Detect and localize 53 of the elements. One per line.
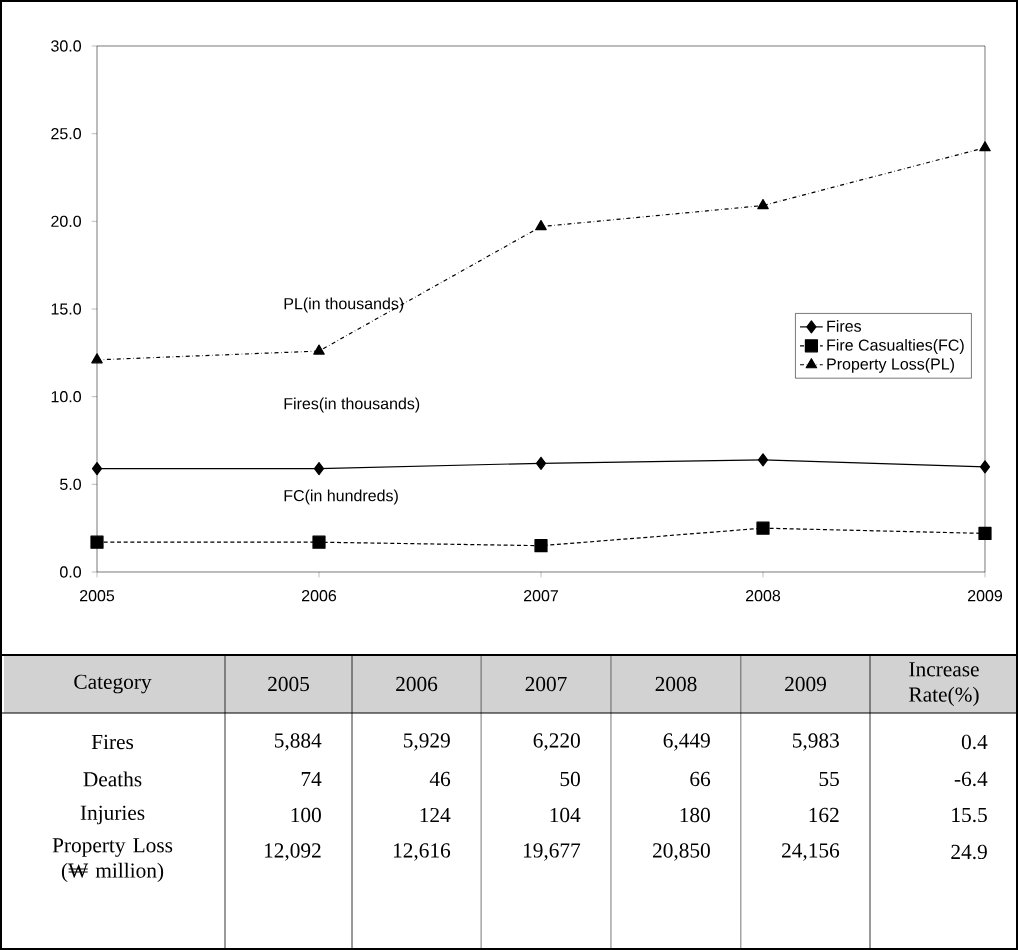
text: Increase Rate(%) [909,662,979,707]
x-tick-label: 2008 [746,590,781,602]
y-tick-label: 10.0 [51,391,82,403]
legend-label: Property Loss(PL) [827,357,954,373]
annotation: FC(in hundreds) [284,489,398,505]
text: 5,884 [274,733,322,751]
text: 24.9 [951,844,987,860]
category-label: 2006 [396,676,438,692]
text: 100 [291,807,321,823]
category-label: 2007 [525,676,567,692]
text: 0.4 [961,734,988,750]
category-label: 2009 [785,676,826,692]
text: 24,156 [782,843,840,861]
x-tick-label: 2006 [302,590,337,602]
text: 124 [420,807,451,823]
text: Injuries [80,805,145,825]
text: 15.5 [952,807,987,823]
y-tick-label: 25.0 [51,128,82,140]
y-tick-label: 5.0 [60,478,82,490]
text: 20,850 [653,843,710,861]
legend-label: Fires [827,320,862,332]
text: Category [74,674,152,694]
text: 180 [680,807,710,823]
text: 162 [809,807,839,823]
text: 46 [429,771,451,787]
text: 5,983 [792,733,839,751]
text: 6,220 [533,733,580,751]
text: 66 [690,771,711,787]
text: -6.4 [954,771,988,787]
x-tick-label: 2009 [968,590,1003,602]
text: 50 [560,771,580,787]
text: Fires [91,734,134,750]
y-tick-label: 30.0 [51,40,82,52]
category-label: 2008 [655,676,697,692]
text: 6,449 [663,733,710,751]
y-tick-label: 15.0 [51,303,82,315]
x-tick-label: 2005 [80,590,115,602]
y-tick-label: 0.0 [60,566,82,578]
text: 74 [301,771,322,787]
text: 12,616 [393,843,451,861]
text: 55 [819,771,839,787]
annotation: PL(in thousands) [284,297,404,313]
category-label: 2005 [268,676,310,692]
text: 19,677 [523,843,581,861]
y-tick-label: 20.0 [51,215,82,227]
text: 104 [550,807,581,823]
legend-label: Fire Casualties(FC) [827,339,964,354]
text: 5,929 [403,733,450,751]
text: 12,092 [264,843,321,861]
text: Deaths [83,771,142,787]
x-tick-label: 2007 [524,590,558,602]
annotation: Fires(in thousands) [284,397,420,413]
text: Property Loss (₩ million) [52,838,173,883]
